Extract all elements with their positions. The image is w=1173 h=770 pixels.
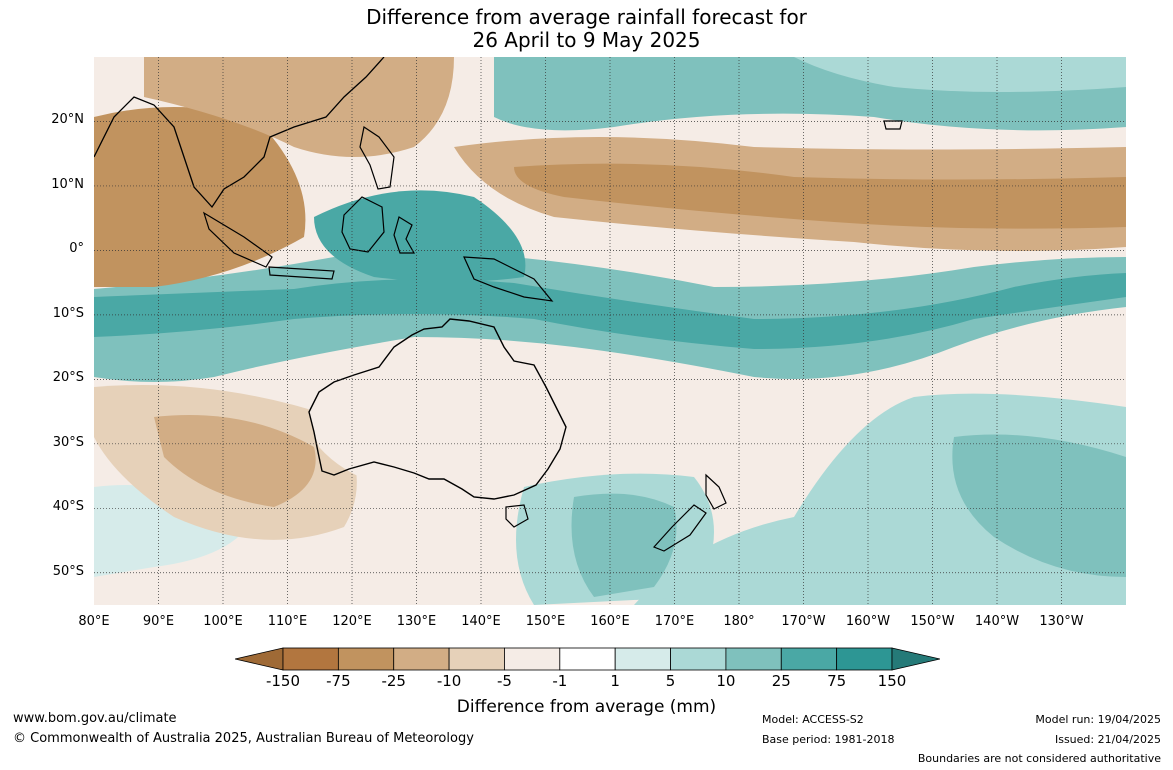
longitude-label: 130°E xyxy=(396,614,437,629)
indochina-brown xyxy=(144,57,454,157)
colorbar-tick-label: -10 xyxy=(436,672,462,690)
australia-coastline xyxy=(308,318,567,500)
new-zealand-south-island xyxy=(652,504,707,552)
latitude-label: 50°S xyxy=(52,563,84,579)
model-name: Model: ACCESS-S2 xyxy=(762,713,864,726)
colorbar-bin xyxy=(725,647,782,671)
java-coastline xyxy=(268,266,335,280)
colorbar xyxy=(235,647,940,671)
graticule-grid xyxy=(94,57,1126,605)
asia-coastline xyxy=(94,57,385,209)
longitude-label: 180° xyxy=(723,614,755,629)
longitude-label: 110°E xyxy=(267,614,308,629)
longitude-label: 90°E xyxy=(142,614,175,629)
latitude-label: 30°S xyxy=(52,434,84,450)
philippines-coastline xyxy=(359,126,395,190)
latitude-label: 10°N xyxy=(51,176,84,192)
colorbar-bin xyxy=(393,647,450,671)
longitude-label: 80°E xyxy=(78,614,110,629)
longitude-label: 130°W xyxy=(1039,614,1084,629)
colorbar-tick-label: -75 xyxy=(326,672,351,690)
australia-interior xyxy=(307,339,556,497)
colorbar-tick-label: 25 xyxy=(771,672,791,690)
new-zealand-north-island xyxy=(705,473,727,510)
longitude-label: 170°W xyxy=(781,614,826,629)
colorbar-bin xyxy=(282,647,339,671)
colorbar-bin xyxy=(559,647,616,671)
equatorial-brown-core xyxy=(514,163,1126,229)
longitude-label: 140°E xyxy=(461,614,501,629)
colorbar-tick-label: -5 xyxy=(496,672,512,690)
latitude-label: 40°S xyxy=(52,499,84,515)
longitude-label: 150°E xyxy=(525,614,566,629)
longitude-label: 170°E xyxy=(654,614,695,629)
latitude-label: 20°S xyxy=(52,370,84,386)
borneo-coastline xyxy=(341,196,385,253)
longitude-label: 100°E xyxy=(203,614,243,629)
colorbar-low-extension xyxy=(235,647,284,671)
colorbar-bin xyxy=(337,647,395,671)
bay-of-bengal-brown xyxy=(94,107,306,287)
tasmania-coastline xyxy=(505,504,529,528)
sulawesi-coastline xyxy=(393,216,416,254)
colorbar-bin xyxy=(780,647,838,671)
colorbar-tick-label: 75 xyxy=(827,672,847,690)
map-title-line2: 26 April to 9 May 2025 xyxy=(472,28,701,52)
longitude-label: 120°E xyxy=(332,614,372,629)
colorbar-tick-label: -150 xyxy=(265,672,301,690)
colorbar-bin xyxy=(670,647,727,671)
north-pacific-teal-light xyxy=(794,57,1126,92)
boundaries-disclaimer: Boundaries are not considered authoritat… xyxy=(917,752,1161,765)
hawaii-island xyxy=(883,120,903,130)
longitude-label: 160°W xyxy=(845,614,891,629)
latitude-label: 10°S xyxy=(52,305,84,321)
southern-teal-core xyxy=(952,434,1126,577)
colorbar-title: Difference from average (mm) xyxy=(456,697,717,717)
colorbar-bin xyxy=(448,647,505,671)
longitude-label: 140°W xyxy=(974,614,1020,629)
colorbar-bin xyxy=(614,647,671,671)
copyright-text: © Commonwealth of Australia 2025, Austra… xyxy=(13,731,474,746)
website-url: www.bom.gov.au/climate xyxy=(13,711,177,726)
colorbar-tick-label: 10 xyxy=(716,672,736,690)
issued-date: Issued: 21/04/2025 xyxy=(1054,733,1161,746)
colorbar-tick-label: 1 xyxy=(610,672,620,690)
colorbar-tick-label: 150 xyxy=(877,672,907,690)
nz-teal-core xyxy=(571,493,677,597)
latitude-label: 20°N xyxy=(51,112,84,128)
rainfall-anomaly-map xyxy=(94,57,1126,605)
base-period: Base period: 1981-2018 xyxy=(762,733,895,746)
colorbar-tick-label: -1 xyxy=(552,672,568,690)
maritime-teal xyxy=(314,190,526,282)
longitude-label: 160°E xyxy=(590,614,630,629)
latitude-label: 0° xyxy=(69,241,84,257)
longitude-label: 150°W xyxy=(910,614,955,629)
colorbar-bin xyxy=(836,647,893,671)
map-title-line1: Difference from average rainfall forecas… xyxy=(366,5,807,29)
colorbar-high-extension xyxy=(891,647,940,671)
sumatra-coastline xyxy=(202,211,273,268)
colorbar-tick-label: -25 xyxy=(381,672,406,690)
southern-indian-brown-core xyxy=(154,415,316,507)
new-guinea-coastline xyxy=(463,256,554,302)
colorbar-bin xyxy=(504,647,561,671)
colorbar-tick-label: 5 xyxy=(665,672,676,690)
model-run-date: Model run: 19/04/2025 xyxy=(1035,713,1161,726)
